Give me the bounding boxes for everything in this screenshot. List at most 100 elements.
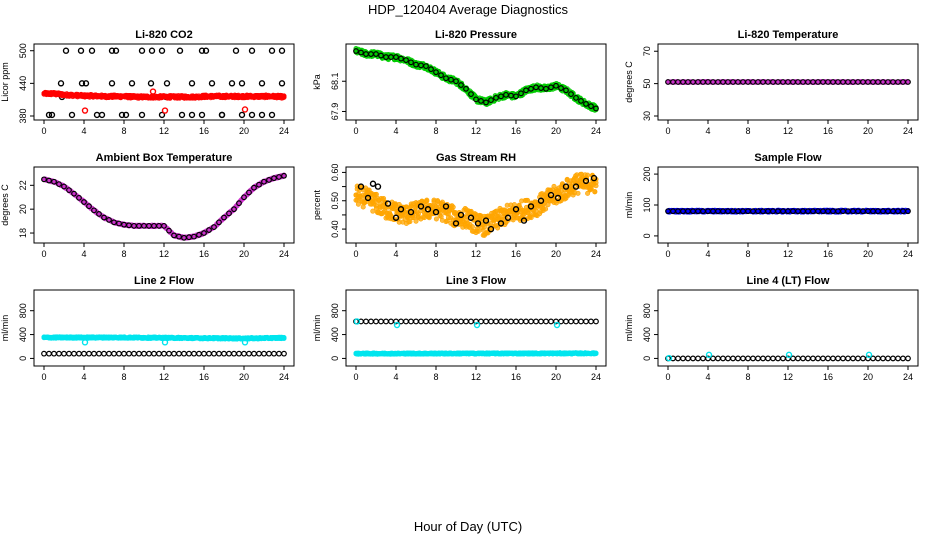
x-tick-label: 0 xyxy=(353,126,358,136)
x-tick-label: 16 xyxy=(823,249,833,259)
data-point xyxy=(590,174,598,182)
y-tick-label: 0.50 xyxy=(330,192,340,210)
panel-title: Line 2 Flow xyxy=(134,275,194,287)
data-point xyxy=(91,350,97,357)
x-tick-label: 12 xyxy=(783,126,793,136)
x-tick-label: 16 xyxy=(511,126,521,136)
data-point xyxy=(271,175,277,182)
data-point xyxy=(251,184,257,191)
data-point xyxy=(357,183,365,190)
data-point xyxy=(56,350,62,357)
series-outliers xyxy=(81,88,249,114)
data-point xyxy=(206,350,212,357)
data-point xyxy=(572,183,580,190)
data-point xyxy=(81,350,87,357)
data-point xyxy=(468,91,474,97)
data-point xyxy=(543,85,549,92)
data-point xyxy=(77,47,85,54)
data-point xyxy=(424,206,432,213)
data-point xyxy=(231,350,237,357)
data-point xyxy=(374,183,382,190)
data-point xyxy=(261,350,267,357)
series-main xyxy=(353,350,599,357)
x-tick-label: 20 xyxy=(551,372,561,382)
plot-area xyxy=(353,318,599,357)
data-point xyxy=(206,227,212,233)
plot-area xyxy=(41,47,287,119)
data-point xyxy=(366,187,372,193)
data-point xyxy=(525,197,531,203)
x-tick-label: 4 xyxy=(81,372,86,382)
data-point xyxy=(417,203,425,210)
data-point xyxy=(81,199,87,205)
data-point xyxy=(211,350,217,357)
data-point xyxy=(198,111,206,119)
data-point xyxy=(51,178,57,185)
data-point xyxy=(248,47,256,54)
data-point xyxy=(513,93,519,100)
series-main xyxy=(41,334,287,342)
y-tick-label: 500 xyxy=(18,43,28,58)
data-point xyxy=(562,183,570,190)
data-point xyxy=(231,206,237,213)
data-point xyxy=(158,47,166,54)
data-point xyxy=(268,47,276,54)
data-point xyxy=(496,213,502,219)
data-point xyxy=(45,111,53,119)
data-point xyxy=(568,91,574,97)
data-point xyxy=(46,177,52,184)
x-tick-label: 24 xyxy=(903,126,913,136)
x-tick-label: 8 xyxy=(433,126,438,136)
data-point xyxy=(171,232,177,239)
data-point xyxy=(166,350,172,357)
data-point xyxy=(553,82,559,89)
data-point xyxy=(188,80,196,87)
x-tick-label: 16 xyxy=(823,126,833,136)
data-point xyxy=(551,183,557,189)
data-point xyxy=(469,224,475,230)
data-point xyxy=(452,220,460,227)
x-tick-label: 0 xyxy=(41,126,46,136)
data-point xyxy=(261,178,267,185)
data-point xyxy=(518,90,524,97)
data-point xyxy=(463,85,469,92)
y-tick-label: 100 xyxy=(642,197,652,212)
data-point xyxy=(432,208,440,216)
x-tick-label: 4 xyxy=(705,126,710,136)
data-point xyxy=(241,339,249,346)
data-point xyxy=(537,197,545,204)
x-tick-label: 8 xyxy=(745,249,750,259)
data-point xyxy=(41,350,47,357)
data-point xyxy=(493,94,499,101)
panel-title: Li-820 Temperature xyxy=(738,29,839,41)
panel-title: Gas Stream RH xyxy=(436,152,516,164)
x-tick-label: 24 xyxy=(591,126,601,136)
y-tick-label: 50 xyxy=(642,79,652,89)
y-axis-label: ml/min xyxy=(0,315,10,342)
data-point xyxy=(201,230,207,236)
plot-area xyxy=(41,172,287,241)
data-point xyxy=(62,47,70,54)
data-point xyxy=(236,200,242,207)
data-point xyxy=(188,111,196,119)
data-point xyxy=(458,82,464,88)
x-tick-label: 12 xyxy=(471,372,481,382)
data-point xyxy=(593,183,599,189)
data-point xyxy=(467,214,475,221)
data-point xyxy=(68,111,76,119)
data-point xyxy=(582,177,590,185)
x-tick-label: 4 xyxy=(81,126,86,136)
data-point xyxy=(528,85,534,92)
data-point xyxy=(281,335,287,341)
y-axis-label: percent xyxy=(312,189,322,220)
y-tick-label: 30 xyxy=(642,111,652,121)
data-point xyxy=(407,219,413,225)
y-tick-label: 400 xyxy=(330,327,340,342)
data-point xyxy=(161,339,169,346)
data-point xyxy=(178,111,186,119)
data-point xyxy=(91,207,97,214)
data-point xyxy=(246,350,252,357)
data-point xyxy=(71,190,77,197)
data-point xyxy=(198,47,206,54)
data-point xyxy=(573,94,579,101)
